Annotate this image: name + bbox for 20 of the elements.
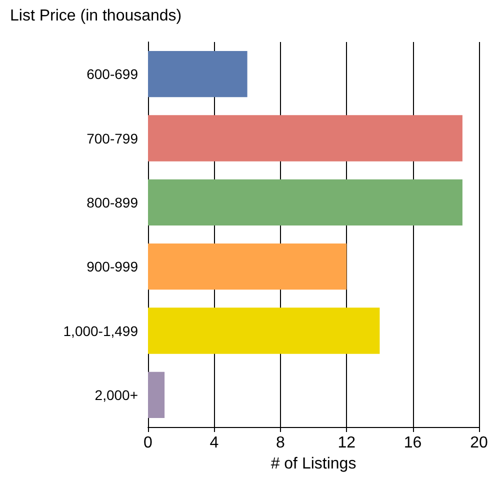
x-tick-label: 0 [144,434,153,452]
y-axis-title: List Price (in thousands) [10,8,182,24]
y-tick-label: 900-999 [86,258,138,275]
bar [148,308,380,354]
bar [148,50,248,98]
x-tick-label: 8 [276,434,285,452]
bar [148,115,462,162]
x-tick-label: 20 [470,434,488,452]
x-axis-title: # of Listings [270,455,356,472]
y-tick-label: 700-799 [86,130,138,146]
x-tick-label: 16 [404,434,422,452]
bar [148,372,165,418]
y-tick-label: 600-699 [86,66,138,82]
x-tick-label: 4 [210,434,219,452]
y-tick-label: 1,000-1,499 [63,322,138,339]
y-tick-label: 800-899 [86,194,138,210]
bar [148,179,462,226]
x-tick-label: 12 [338,434,356,452]
y-tick-label: 2,000+ [94,386,138,403]
bar [148,243,347,290]
